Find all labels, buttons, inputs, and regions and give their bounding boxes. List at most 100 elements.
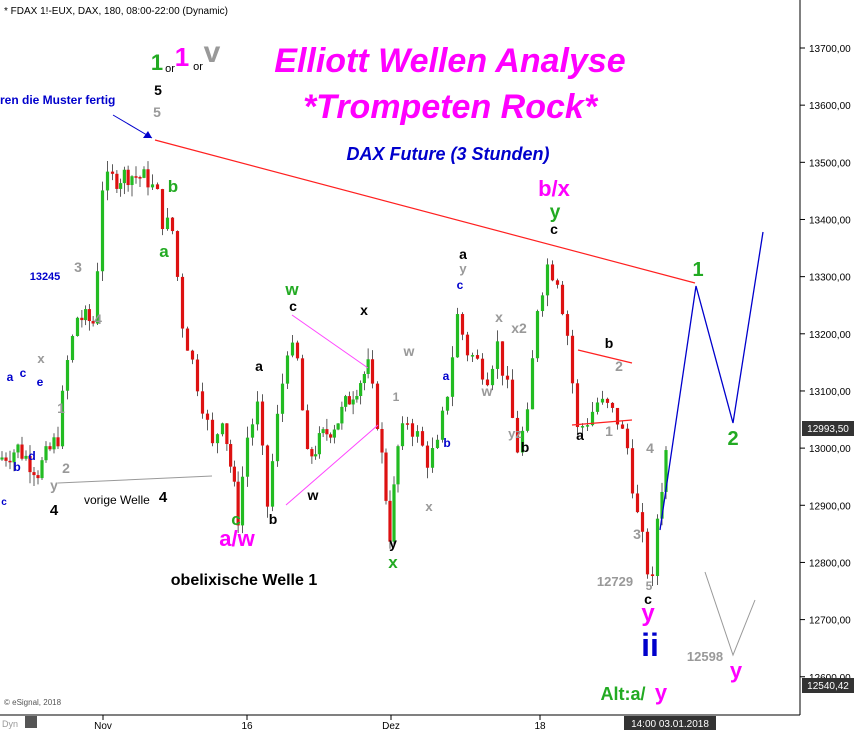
label-4-vorige: 4 bbox=[159, 489, 168, 506]
label-v-gray: v bbox=[204, 36, 221, 69]
candle-body bbox=[265, 445, 270, 507]
candle-body bbox=[600, 398, 605, 403]
candle-body bbox=[585, 425, 590, 427]
candle-body bbox=[664, 450, 668, 492]
candle-body bbox=[550, 264, 555, 281]
candle-body bbox=[220, 423, 225, 435]
candle-body bbox=[396, 446, 400, 485]
wave-label: 3 bbox=[74, 259, 82, 275]
candle-body bbox=[130, 176, 134, 186]
wave-label: x bbox=[37, 351, 45, 366]
wave-label: x2 bbox=[511, 320, 527, 336]
candle-body bbox=[359, 383, 363, 397]
candle-body bbox=[362, 373, 366, 384]
candle-body bbox=[190, 350, 195, 360]
symbol-header: * FDAX 1!-EUX, DAX, 180, 08:00-22:00 (Dy… bbox=[4, 6, 228, 17]
candle-body bbox=[450, 357, 455, 397]
candle-body bbox=[366, 359, 370, 374]
time-tick-label: 16 bbox=[241, 721, 253, 731]
wave-label: yz bbox=[508, 426, 522, 441]
candle-body bbox=[595, 402, 600, 412]
candle-body bbox=[225, 423, 229, 445]
candle-body bbox=[425, 445, 430, 468]
candle-body bbox=[195, 359, 200, 392]
candle-body bbox=[300, 358, 305, 411]
candle-body bbox=[24, 455, 28, 459]
candle-body bbox=[400, 423, 405, 447]
price-tick-label: 13200,00 bbox=[809, 330, 851, 341]
candle-body bbox=[314, 454, 318, 457]
candle-body bbox=[505, 375, 510, 380]
red-trendline bbox=[154, 139, 696, 284]
wave-label: a bbox=[443, 369, 450, 383]
candle-body bbox=[351, 399, 355, 405]
candle-body bbox=[470, 355, 475, 357]
wave-label: w bbox=[307, 487, 319, 503]
time-tick-label: Dez bbox=[382, 721, 400, 731]
wave-label: 1 bbox=[393, 390, 400, 404]
candle-body bbox=[347, 396, 351, 405]
candle-body bbox=[310, 449, 314, 457]
candle-body bbox=[375, 383, 380, 430]
wave-label: a bbox=[459, 246, 467, 262]
wave-label: b bbox=[168, 177, 178, 196]
candle-body bbox=[384, 452, 388, 501]
candle-body bbox=[590, 411, 595, 426]
candle-body bbox=[240, 476, 245, 526]
candle-body bbox=[75, 317, 80, 337]
candle-body bbox=[80, 317, 84, 321]
candle-body bbox=[91, 321, 95, 324]
candle-body bbox=[325, 429, 329, 435]
wave-label: c bbox=[457, 278, 464, 292]
gray-line-vorige bbox=[57, 475, 213, 484]
candle-body bbox=[405, 423, 410, 425]
label-5-black: 5 bbox=[154, 82, 162, 98]
dyn-icon[interactable] bbox=[25, 716, 37, 728]
candle-body bbox=[525, 409, 530, 431]
candle-body bbox=[555, 280, 560, 285]
gray-projection bbox=[704, 571, 756, 657]
current-price-label: 12993,50 bbox=[807, 424, 849, 435]
arrow-note: ren die Muster fertig bbox=[0, 93, 115, 107]
wave-label: c bbox=[289, 298, 297, 314]
time-tick-label: Nov bbox=[94, 721, 112, 731]
wave-label: x bbox=[388, 553, 398, 572]
candle-body bbox=[290, 342, 295, 356]
candle-body bbox=[615, 407, 620, 425]
blue-arrow-line bbox=[112, 114, 153, 139]
candle-body bbox=[56, 437, 60, 447]
candle-body bbox=[4, 457, 8, 461]
candle-body bbox=[115, 173, 119, 189]
candle-body bbox=[515, 417, 520, 453]
candle-body bbox=[110, 171, 115, 174]
candle-body bbox=[65, 360, 70, 391]
candle-body bbox=[229, 444, 233, 467]
wave-label: c bbox=[550, 221, 558, 237]
candle-body bbox=[0, 457, 4, 460]
candle-body bbox=[215, 434, 220, 444]
candle-body bbox=[570, 335, 575, 384]
candle-body bbox=[70, 336, 75, 361]
candle-body bbox=[32, 472, 36, 476]
price-tick-label: 13700,00 bbox=[809, 44, 851, 55]
label-1-forecast: 1 bbox=[692, 259, 703, 281]
subtitle: DAX Future (3 Stunden) bbox=[347, 144, 550, 164]
price-tick-label: 12700,00 bbox=[809, 616, 851, 627]
candle-body bbox=[545, 264, 550, 296]
candle-body bbox=[275, 413, 280, 462]
candle-body bbox=[540, 295, 545, 312]
candle-body bbox=[95, 271, 100, 324]
time-cursor-box bbox=[624, 716, 716, 730]
candle-body bbox=[650, 574, 655, 577]
candle-body bbox=[20, 444, 24, 459]
candle-body bbox=[485, 379, 490, 386]
wave-label: b bbox=[13, 460, 20, 474]
price-tick-label: 13300,00 bbox=[809, 273, 851, 284]
candle-body bbox=[40, 460, 44, 479]
candle-body bbox=[36, 475, 40, 479]
candle-body bbox=[122, 169, 126, 184]
copyright: © eSignal, 2018 bbox=[4, 698, 62, 707]
candle-body bbox=[370, 359, 375, 384]
label-obelixische: obelixische Welle 1 bbox=[171, 572, 318, 589]
